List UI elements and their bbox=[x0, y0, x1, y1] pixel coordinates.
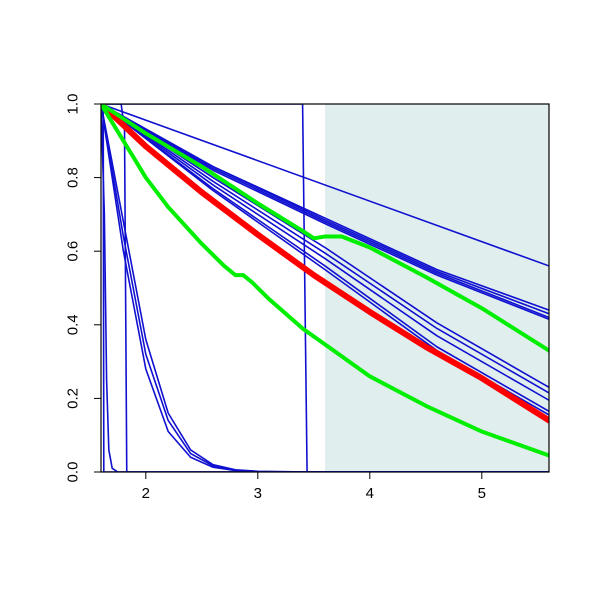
series-line-16-blue bbox=[101, 104, 549, 413]
y-tick-label-0.8: 0.8 bbox=[65, 167, 82, 188]
series-line-10-blue bbox=[101, 104, 549, 315]
y-tick-label-0.6: 0.6 bbox=[65, 241, 82, 262]
series-line-2-blue bbox=[101, 104, 549, 472]
shaded-region bbox=[325, 104, 549, 472]
y-tick-label-0: 0.0 bbox=[65, 462, 82, 483]
series-line-8-blue bbox=[101, 104, 549, 267]
series-line-4-blue bbox=[101, 104, 549, 472]
x-tick-label-4: 4 bbox=[366, 485, 374, 502]
y-tick-label-0.4: 0.4 bbox=[65, 314, 82, 335]
plot-area bbox=[101, 104, 549, 472]
x-tick-label-2: 2 bbox=[142, 485, 150, 502]
series-line-14-blue bbox=[101, 104, 549, 394]
y-tick-label-0.2: 0.2 bbox=[65, 388, 82, 409]
axes: 2 3 4 5 0.0 0.2 0.4 0.6 0.8 1.0 bbox=[65, 94, 550, 502]
series-line-19-green bbox=[101, 104, 549, 353]
series-line-12-blue bbox=[101, 104, 549, 321]
series-line-20-green bbox=[101, 104, 549, 458]
x-tick-label-3: 3 bbox=[254, 485, 262, 502]
series-line-18-red bbox=[101, 104, 549, 424]
series-line-15-blue bbox=[101, 104, 549, 402]
x-tick-label-5: 5 bbox=[478, 485, 486, 502]
series-line-1-blue bbox=[101, 104, 549, 472]
y-tick-label-1: 1.0 bbox=[65, 94, 82, 115]
series-line-11-blue bbox=[101, 104, 549, 319]
